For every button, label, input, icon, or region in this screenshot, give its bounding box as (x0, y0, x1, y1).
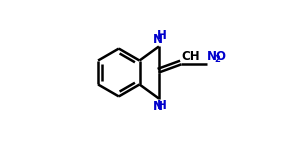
Text: N: N (152, 100, 162, 113)
Text: CH: CH (182, 50, 201, 63)
Text: H: H (157, 99, 167, 112)
Text: NO: NO (207, 50, 227, 63)
Text: N: N (153, 32, 163, 46)
Text: H: H (157, 29, 167, 42)
Text: 2: 2 (215, 55, 221, 64)
